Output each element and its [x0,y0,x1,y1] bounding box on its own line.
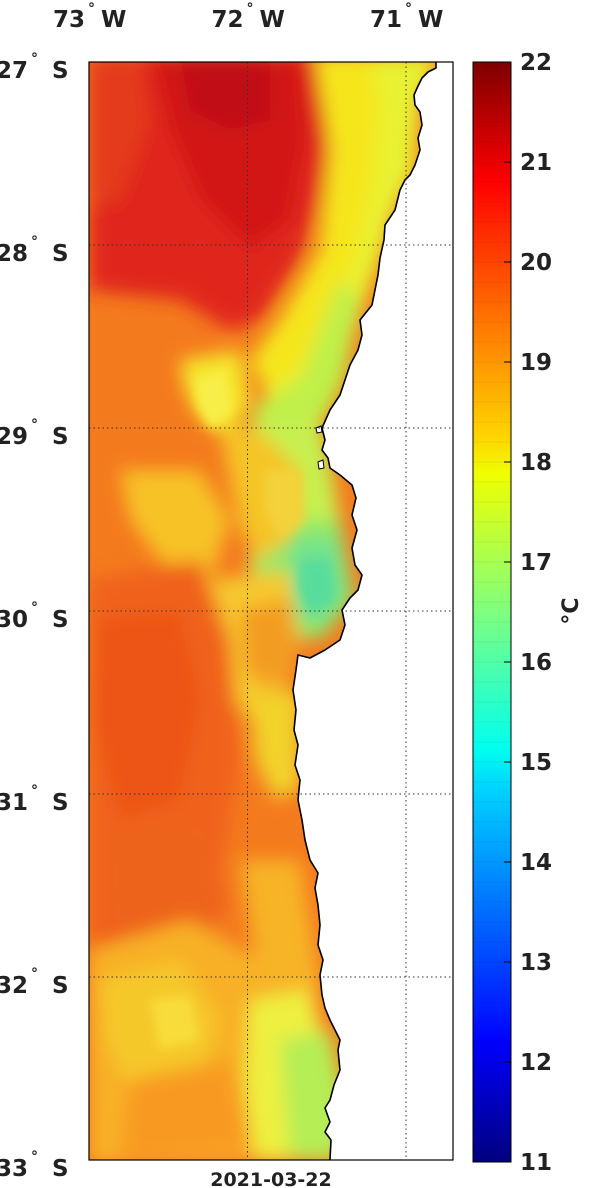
colorbar-tick-label: 21 [520,150,552,176]
map-frame [88,61,454,1161]
latitude-label: 31 [0,790,28,816]
longitude-label: 72 [211,7,243,33]
latitude-hemisphere: S [52,424,69,450]
colorbar-unit-label: °C [559,597,584,624]
longitude-label: 71 [370,7,402,33]
longitude-label: 73 [53,7,85,33]
degree-symbol: ° [31,966,38,982]
colorbar-tick-label: 19 [520,350,552,376]
degree-symbol: ° [31,234,38,250]
colorbar-tick-label: 13 [520,950,552,976]
degree-symbol: ° [31,51,38,67]
colorbar-tick-label: 11 [520,1150,552,1176]
colorbar-tick-label: 14 [520,850,552,876]
longitude-hemisphere: W [418,7,443,33]
latitude-hemisphere: S [52,607,69,633]
colorbar-tick-label: 16 [520,650,552,676]
coastline [292,62,437,1161]
latitude-label: 27 [0,58,28,84]
colorbar-tick-label: 22 [520,50,552,76]
latitude-labels: 27 ° S28 ° S29 ° S30 ° S31 ° S32 ° S33 ° S [0,51,69,1182]
colorbar-tick-label: 12 [520,1050,552,1076]
longitude-hemisphere: W [101,7,126,33]
graticule [89,62,453,1160]
latitude-hemisphere: S [52,973,69,999]
degree-symbol: ° [405,1,412,17]
date-label: 2021-03-22 [210,1169,332,1188]
latitude-label: 28 [0,241,28,267]
colorbar-ticks: 22 21 20 19 18 17 16 15 14 13 12 11 [504,50,552,1176]
colorbar-tick-label: 20 [520,250,552,276]
island-damas [317,459,325,470]
degree-symbol: ° [31,783,38,799]
colorbar-steps [473,81,511,1143]
colorbar-tick-label: 17 [520,550,552,576]
colorbar-tick-label: 18 [520,450,552,476]
latitude-hemisphere: S [52,1156,69,1182]
island-choros [315,425,323,434]
degree-symbol: ° [31,600,38,616]
colorbar [473,62,511,1162]
latitude-label: 33 [0,1156,28,1182]
degree-symbol: ° [31,1149,38,1165]
degree-symbol: ° [31,417,38,433]
latitude-label: 32 [0,973,28,999]
longitude-labels: 73 ° W 72 ° W 71 ° W [53,1,443,33]
latitude-hemisphere: S [52,790,69,816]
latitude-hemisphere: S [52,58,69,84]
colorbar-frame [472,61,512,1163]
longitude-hemisphere: W [260,7,285,33]
latitude-hemisphere: S [52,241,69,267]
latitude-label: 29 [0,424,28,450]
latitude-label: 30 [0,607,28,633]
degree-symbol: ° [247,1,254,17]
colorbar-tick-label: 15 [520,750,552,776]
degree-symbol: ° [88,1,95,17]
